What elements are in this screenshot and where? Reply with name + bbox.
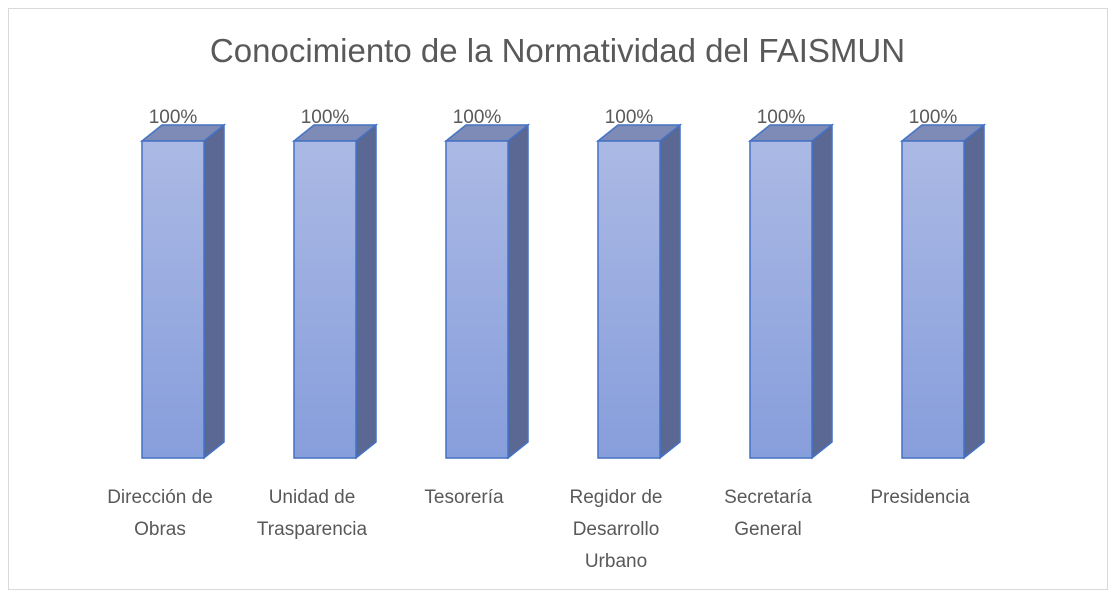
value-label: 100% xyxy=(301,107,350,128)
x-tick-label: Tesorería xyxy=(424,487,504,508)
x-tick-label: Secretaría General xyxy=(724,487,812,540)
bar xyxy=(901,140,965,459)
bar xyxy=(597,140,661,459)
x-tick-label: Dirección de Obras xyxy=(107,487,213,540)
chart-title: Conocimiento de la Normatividad del FAIS… xyxy=(209,32,906,69)
x-tick-label: Presidencia xyxy=(870,487,970,508)
bar-side xyxy=(203,123,225,460)
value-label: 100% xyxy=(605,107,654,128)
bar-side xyxy=(659,123,681,460)
value-label: 100% xyxy=(149,107,198,128)
value-label: 100% xyxy=(757,107,806,128)
bar-side xyxy=(507,123,529,460)
bar-side xyxy=(811,123,833,460)
x-tick-label: Unidad de Trasparencia xyxy=(256,487,368,540)
chart-border xyxy=(8,8,1108,590)
bar xyxy=(141,140,205,459)
bar-side xyxy=(963,123,985,460)
bar xyxy=(445,140,509,459)
value-label: 100% xyxy=(453,107,502,128)
x-tick-label: Regidor de Desarrollo Urbano xyxy=(569,487,663,572)
value-label: 100% xyxy=(909,107,958,128)
bar-side xyxy=(355,123,377,460)
bar xyxy=(749,140,813,459)
bar xyxy=(293,140,357,459)
